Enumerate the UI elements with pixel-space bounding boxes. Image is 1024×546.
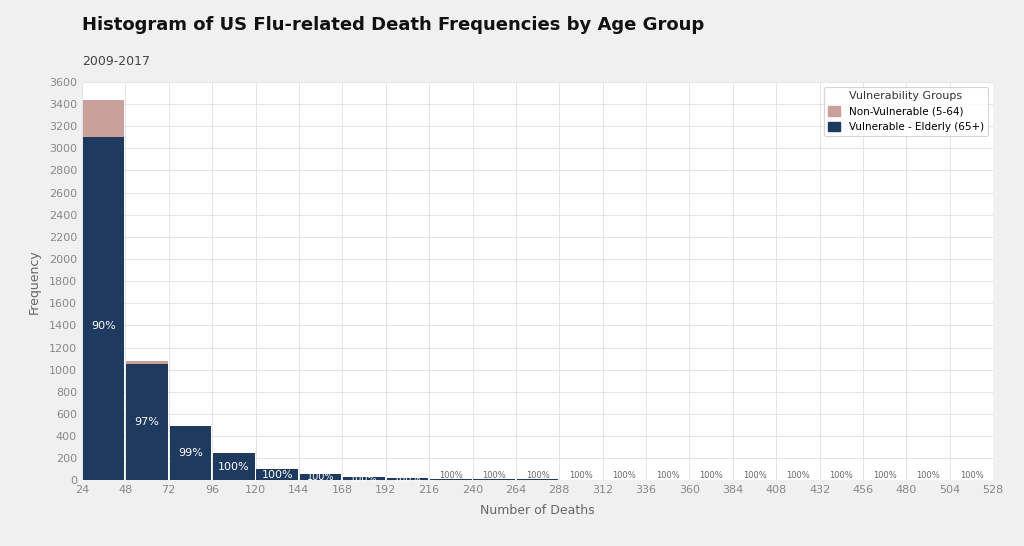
Bar [517, 479, 558, 480]
Legend: Non-Vulnerable (5-64), Vulnerable - Elderly (65+): Non-Vulnerable (5-64), Vulnerable - Elde… [823, 87, 988, 136]
Text: 100%: 100% [742, 471, 767, 479]
Text: 100%: 100% [218, 461, 250, 472]
Text: 100%: 100% [612, 471, 636, 479]
Bar [387, 478, 428, 480]
Bar [83, 137, 124, 480]
Bar [83, 99, 124, 137]
X-axis label: Number of Deaths: Number of Deaths [480, 503, 595, 517]
Text: 2009-2017: 2009-2017 [82, 55, 150, 68]
Bar [343, 477, 385, 480]
Bar [213, 453, 255, 480]
Text: 100%: 100% [261, 470, 293, 480]
Text: 100%: 100% [872, 471, 897, 479]
Y-axis label: Frequency: Frequency [28, 249, 41, 313]
Text: 100%: 100% [525, 471, 550, 479]
Text: 100%: 100% [482, 471, 506, 479]
Text: 100%: 100% [916, 471, 940, 479]
Text: Histogram of US Flu-related Death Frequencies by Age Group: Histogram of US Flu-related Death Freque… [82, 16, 705, 34]
Text: 10%: 10% [91, 114, 116, 123]
Bar [430, 479, 472, 480]
Bar [126, 364, 168, 480]
Text: 100%: 100% [786, 471, 810, 479]
Bar [256, 469, 298, 480]
Text: 100%: 100% [699, 471, 723, 479]
Bar [170, 426, 211, 480]
Text: 90%: 90% [91, 321, 116, 331]
Text: 100%: 100% [569, 471, 593, 479]
Text: 100%: 100% [656, 471, 680, 479]
Text: 100%: 100% [439, 471, 463, 479]
Text: 100%: 100% [307, 472, 335, 482]
Text: 100%: 100% [393, 474, 421, 484]
Text: 99%: 99% [178, 448, 203, 458]
Text: 100%: 100% [350, 473, 378, 484]
Text: 97%: 97% [134, 417, 160, 428]
Bar [126, 361, 168, 364]
Bar [560, 479, 602, 480]
Bar [473, 479, 515, 480]
Bar [300, 474, 341, 480]
Text: 100%: 100% [829, 471, 853, 479]
Text: 100%: 100% [959, 471, 983, 479]
